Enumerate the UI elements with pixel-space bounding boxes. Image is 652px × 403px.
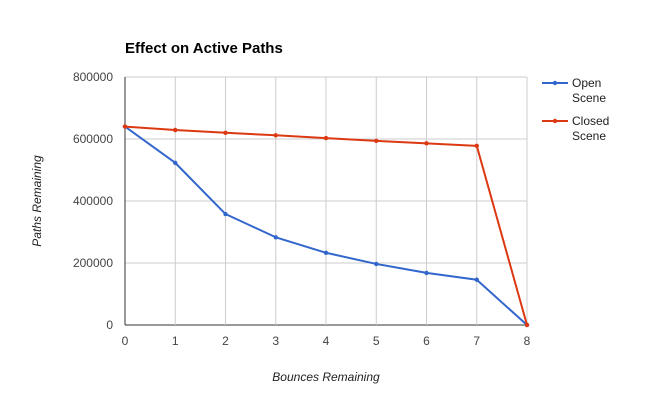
- x-tick-label: 2: [222, 334, 229, 348]
- data-point: [122, 124, 128, 129]
- legend-label: Scene: [572, 91, 606, 105]
- data-point: [474, 143, 479, 149]
- y-axis-ticks: 0 200000 400000 600000 800000: [73, 70, 113, 332]
- y-tick-label: 400000: [73, 194, 113, 208]
- legend-marker: [552, 118, 558, 124]
- data-point: [424, 270, 429, 276]
- data-point: [173, 127, 178, 133]
- x-tick-label: 0: [122, 334, 129, 348]
- data-point: [323, 250, 329, 255]
- y-tick-label: 0: [106, 318, 113, 332]
- legend-label: Closed: [572, 114, 609, 128]
- y-axis-label: Paths Remaining: [30, 155, 44, 247]
- data-point: [374, 261, 379, 267]
- data-point: [323, 135, 329, 141]
- grid: [124, 76, 528, 326]
- series-group: [122, 124, 530, 328]
- data-point: [173, 160, 178, 166]
- legend-label: Scene: [572, 129, 606, 143]
- legend-marker: [552, 80, 558, 86]
- x-tick-label: 7: [473, 334, 480, 348]
- x-tick-label: 4: [323, 334, 330, 348]
- x-axis-ticks: 0 1 2 3 4 5 6 7 8: [122, 334, 531, 348]
- x-tick-label: 6: [423, 334, 430, 348]
- x-tick-label: 1: [172, 334, 179, 348]
- x-tick-label: 3: [272, 334, 279, 348]
- y-tick-label: 200000: [73, 256, 113, 270]
- data-point: [273, 235, 278, 240]
- y-tick-label: 600000: [73, 132, 113, 146]
- data-point: [474, 277, 479, 282]
- y-tick-label: 800000: [73, 70, 113, 84]
- data-point: [223, 211, 228, 217]
- data-point: [424, 141, 429, 146]
- data-point: [524, 322, 530, 328]
- legend-label: Open: [572, 76, 601, 90]
- data-point: [273, 133, 278, 138]
- x-tick-label: 8: [524, 334, 531, 348]
- data-point: [374, 138, 379, 144]
- x-axis-label: Bounces Remaining: [272, 370, 380, 384]
- x-tick-label: 5: [373, 334, 380, 348]
- data-point: [223, 130, 228, 135]
- chart-title: Effect on Active Paths: [125, 40, 283, 57]
